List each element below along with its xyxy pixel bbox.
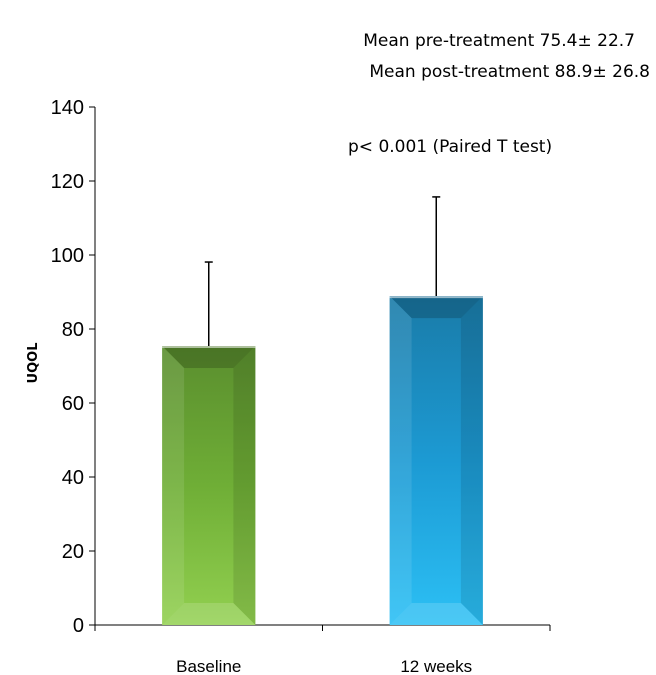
x-category-label: Baseline [176, 657, 241, 675]
y-tick-label: 0 [73, 615, 84, 637]
bar-body [162, 346, 256, 625]
y-tick-label: 80 [62, 319, 84, 341]
y-tick-label: 140 [51, 97, 84, 119]
bar-bevel-bottom [389, 603, 483, 625]
x-category-label: 12 weeks [400, 657, 472, 675]
y-tick-label: 100 [51, 245, 84, 267]
y-tick-label: 60 [62, 393, 84, 415]
y-axis-label: UQOL [26, 343, 41, 384]
bar-12-weeks [389, 196, 483, 625]
y-tick-label: 40 [62, 467, 84, 489]
bar-bevel-bottom [162, 603, 256, 625]
x-category-labels: Baseline 12 weeks [176, 657, 472, 675]
y-tick-label: 120 [51, 171, 84, 193]
bar-bevel-right [233, 346, 256, 625]
bar-body [389, 296, 483, 625]
bar-baseline [162, 261, 256, 625]
annotation-pre-treatment: Mean pre-treatment 75.4± 22.7 [363, 31, 635, 51]
bar-bevel-right [460, 296, 483, 625]
y-tick-label: 20 [62, 541, 84, 563]
annotation-p-value: p< 0.001 (Paired T test) [348, 137, 552, 157]
bar-bevel-left [389, 296, 412, 625]
bar-bevel-top [162, 346, 256, 369]
bars [162, 196, 483, 625]
bar-bevel-left [162, 346, 185, 625]
annotation-post-treatment: Mean post-treatment 88.9± 26.8 [369, 62, 650, 82]
y-ticks: 0 20 40 60 80 100 120 140 [51, 97, 95, 637]
bar-bevel-top [389, 296, 483, 319]
